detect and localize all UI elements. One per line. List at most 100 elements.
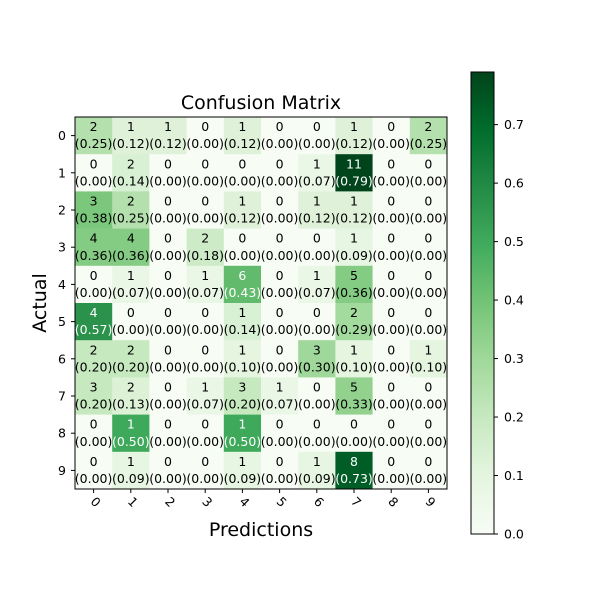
heatmap-cell (298, 265, 336, 304)
cell-fraction-label: (0.00) (75, 285, 113, 300)
heatmap-cell (186, 340, 225, 378)
cell-fraction-label: (0.12) (298, 211, 336, 226)
cell-count-label: 1 (313, 268, 321, 283)
heatmap-cell (372, 228, 411, 267)
cell-count-label: 0 (164, 268, 172, 283)
heatmap-cell (298, 340, 336, 378)
cell-count-label: 0 (387, 119, 395, 134)
cell-fraction-label: (0.00) (149, 359, 187, 374)
heatmap-cell (149, 377, 187, 415)
cell-count-label: 1 (350, 194, 358, 209)
cell-fraction-label: (0.14) (224, 322, 262, 337)
cell-fraction-label: (0.00) (186, 434, 224, 449)
cell-count-label: 1 (238, 342, 246, 357)
cell-count-label: 0 (164, 454, 172, 469)
cell-count-label: 0 (424, 194, 432, 209)
cell-fraction-label: (0.00) (261, 322, 299, 337)
cell-count-label: 1 (127, 454, 135, 469)
cell-count-label: 0 (387, 417, 395, 432)
cell-count-label: 4 (90, 231, 98, 246)
cell-fraction-label: (0.33) (335, 397, 373, 412)
heatmap-cell (372, 303, 411, 341)
cell-fraction-label: (0.13) (112, 397, 150, 412)
cell-fraction-label: (0.00) (186, 173, 224, 188)
cell-fraction-label: (0.00) (186, 211, 224, 226)
cell-count-label: 0 (201, 342, 209, 357)
cell-fraction-label: (0.00) (75, 434, 113, 449)
cell-count-label: 2 (127, 156, 135, 171)
heatmap-cell (223, 191, 262, 229)
cell-fraction-label: (0.00) (261, 211, 299, 226)
heatmap-cell (149, 191, 187, 229)
cell-count-label: 0 (276, 342, 284, 357)
cell-count-label: 0 (276, 119, 284, 134)
heatmap-cell (335, 191, 373, 229)
y-tick-label: 7 (58, 389, 66, 404)
cell-count-label: 0 (424, 268, 432, 283)
cell-count-label: 0 (201, 305, 209, 320)
cell-fraction-label: (0.00) (410, 322, 448, 337)
heatmap-cell (409, 414, 448, 453)
heatmap-cell (112, 451, 150, 490)
cell-fraction-label: (0.00) (112, 322, 150, 337)
heatmap-cell (75, 265, 113, 304)
heatmap-cell (372, 191, 411, 229)
cell-count-label: 0 (201, 194, 209, 209)
cell-count-label: 2 (90, 119, 98, 134)
heatmap-cell (149, 265, 187, 304)
cell-fraction-label: (0.73) (335, 471, 373, 486)
cell-fraction-label: (0.00) (372, 248, 410, 263)
heatmap-cell (186, 117, 225, 155)
heatmap-cell (298, 303, 336, 341)
heatmap-cell (223, 377, 262, 415)
cell-count-label: 0 (424, 231, 432, 246)
cell-count-label: 1 (201, 380, 209, 395)
cell-count-label: 2 (127, 194, 135, 209)
heatmap-cell (112, 414, 150, 453)
chart-title: Confusion Matrix (181, 92, 341, 114)
cell-count-label: 0 (313, 380, 321, 395)
heatmap-cell (409, 451, 448, 490)
cell-count-label: 1 (350, 119, 358, 134)
cell-count-label: 2 (90, 342, 98, 357)
heatmap-cell (75, 154, 113, 192)
cell-fraction-label: (0.00) (372, 397, 410, 412)
cell-count-label: 0 (350, 417, 358, 432)
heatmap-cell (298, 154, 336, 192)
cell-count-label: 0 (164, 305, 172, 320)
heatmap-cells (75, 117, 448, 490)
heatmap-cell (223, 117, 262, 155)
heatmap-cell (372, 451, 411, 490)
cell-count-label: 0 (313, 417, 321, 432)
heatmap-cell (186, 191, 225, 229)
colorbar-ticks: 0.0 0.1 0.2 0.3 0.4 0.5 0.6 0.7 (494, 117, 524, 542)
heatmap-cell (112, 117, 150, 155)
cell-fraction-label: (0.38) (75, 211, 113, 226)
cell-fraction-label: (0.18) (186, 248, 224, 263)
cell-fraction-label: (0.00) (298, 434, 336, 449)
cell-count-label: 0 (90, 417, 98, 432)
x-tick-label: 4 (236, 494, 252, 510)
cell-count-label: 1 (127, 268, 135, 283)
cell-count-label: 0 (387, 156, 395, 171)
cell-count-label: 0 (276, 156, 284, 171)
cell-count-label: 1 (164, 119, 172, 134)
cell-fraction-label: (0.57) (75, 322, 113, 337)
cell-count-label: 0 (90, 268, 98, 283)
cell-count-label: 0 (387, 305, 395, 320)
cell-count-label: 1 (424, 342, 432, 357)
colorbar-tick-label: 0.4 (504, 293, 524, 308)
cell-fraction-label: (0.12) (335, 211, 373, 226)
heatmap-cell (223, 154, 262, 192)
cell-count-label: 3 (238, 380, 246, 395)
cell-count-label: 1 (350, 342, 358, 357)
x-axis-label: Predictions (209, 519, 313, 541)
cell-fraction-label: (0.20) (224, 397, 262, 412)
cell-count-label: 8 (350, 454, 358, 469)
x-tick-label: 2 (162, 494, 178, 510)
cell-fraction-label: (0.36) (75, 248, 113, 263)
heatmap-cell (112, 191, 150, 229)
heatmap-cell (261, 154, 299, 192)
cell-fraction-label: (0.00) (261, 471, 299, 486)
y-axis-ticks: 0 1 2 3 4 5 6 7 8 9 (58, 128, 75, 478)
